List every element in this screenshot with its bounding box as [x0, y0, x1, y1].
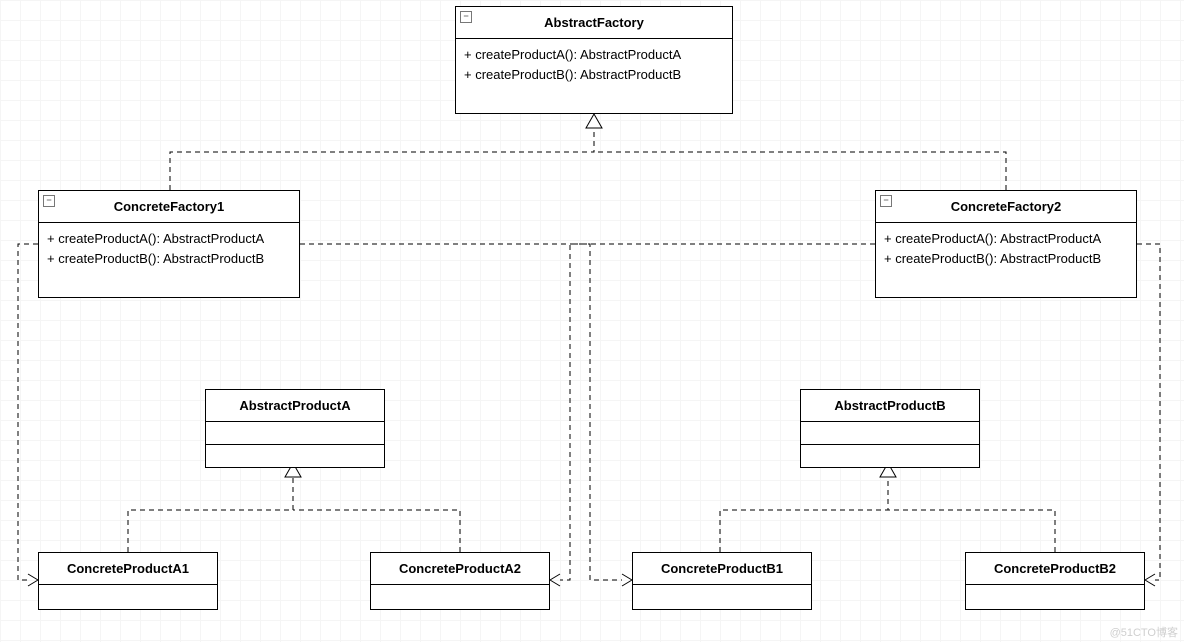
class-concrete-factory1[interactable]: − ConcreteFactory1 + createProductA(): A… — [38, 190, 300, 298]
class-methods — [633, 585, 811, 607]
class-methods: + createProductA(): AbstractProductA + c… — [876, 223, 1136, 275]
class-name-label: AbstractProductB — [834, 398, 945, 413]
class-concrete-product-a2[interactable]: ConcreteProductA2 — [370, 552, 550, 610]
class-abstract-factory[interactable]: − AbstractFactory + createProductA(): Ab… — [455, 6, 733, 114]
method-row: + createProductA(): AbstractProductA — [884, 229, 1128, 249]
method-row: + createProductA(): AbstractProductA — [47, 229, 291, 249]
class-title: AbstractProductA — [206, 390, 384, 422]
class-concrete-product-b2[interactable]: ConcreteProductB2 — [965, 552, 1145, 610]
collapse-icon[interactable]: − — [880, 195, 892, 207]
class-title: AbstractProductB — [801, 390, 979, 422]
class-title: − AbstractFactory — [456, 7, 732, 39]
class-attrs — [801, 422, 979, 445]
class-abstract-product-a[interactable]: AbstractProductA — [205, 389, 385, 468]
class-name-label: ConcreteProductB1 — [661, 561, 783, 576]
class-methods — [966, 585, 1144, 607]
class-title: ConcreteProductB2 — [966, 553, 1144, 585]
class-name-label: AbstractFactory — [544, 15, 644, 30]
class-methods: + createProductA(): AbstractProductA + c… — [39, 223, 299, 275]
class-abstract-product-b[interactable]: AbstractProductB — [800, 389, 980, 468]
class-name-label: ConcreteFactory2 — [951, 199, 1062, 214]
class-methods — [39, 585, 217, 607]
method-row: + createProductB(): AbstractProductB — [464, 65, 724, 85]
class-concrete-product-a1[interactable]: ConcreteProductA1 — [38, 552, 218, 610]
class-title: ConcreteProductA1 — [39, 553, 217, 585]
watermark: @51CTO博客 — [1110, 624, 1178, 640]
class-concrete-product-b1[interactable]: ConcreteProductB1 — [632, 552, 812, 610]
class-methods — [371, 585, 549, 607]
class-title: ConcreteProductA2 — [371, 553, 549, 585]
class-name-label: ConcreteFactory1 — [114, 199, 225, 214]
collapse-icon[interactable]: − — [43, 195, 55, 207]
diagram-canvas: − AbstractFactory + createProductA(): Ab… — [0, 0, 1184, 642]
method-row: + createProductA(): AbstractProductA — [464, 45, 724, 65]
class-methods: + createProductA(): AbstractProductA + c… — [456, 39, 732, 91]
class-title: ConcreteProductB1 — [633, 553, 811, 585]
collapse-icon[interactable]: − — [460, 11, 472, 23]
class-concrete-factory2[interactable]: − ConcreteFactory2 + createProductA(): A… — [875, 190, 1137, 298]
method-row: + createProductB(): AbstractProductB — [47, 249, 291, 269]
class-name-label: ConcreteProductA1 — [67, 561, 189, 576]
class-methods — [801, 445, 979, 467]
class-title: − ConcreteFactory2 — [876, 191, 1136, 223]
class-name-label: ConcreteProductA2 — [399, 561, 521, 576]
class-name-label: ConcreteProductB2 — [994, 561, 1116, 576]
class-methods — [206, 445, 384, 467]
class-title: − ConcreteFactory1 — [39, 191, 299, 223]
class-name-label: AbstractProductA — [239, 398, 350, 413]
method-row: + createProductB(): AbstractProductB — [884, 249, 1128, 269]
class-attrs — [206, 422, 384, 445]
